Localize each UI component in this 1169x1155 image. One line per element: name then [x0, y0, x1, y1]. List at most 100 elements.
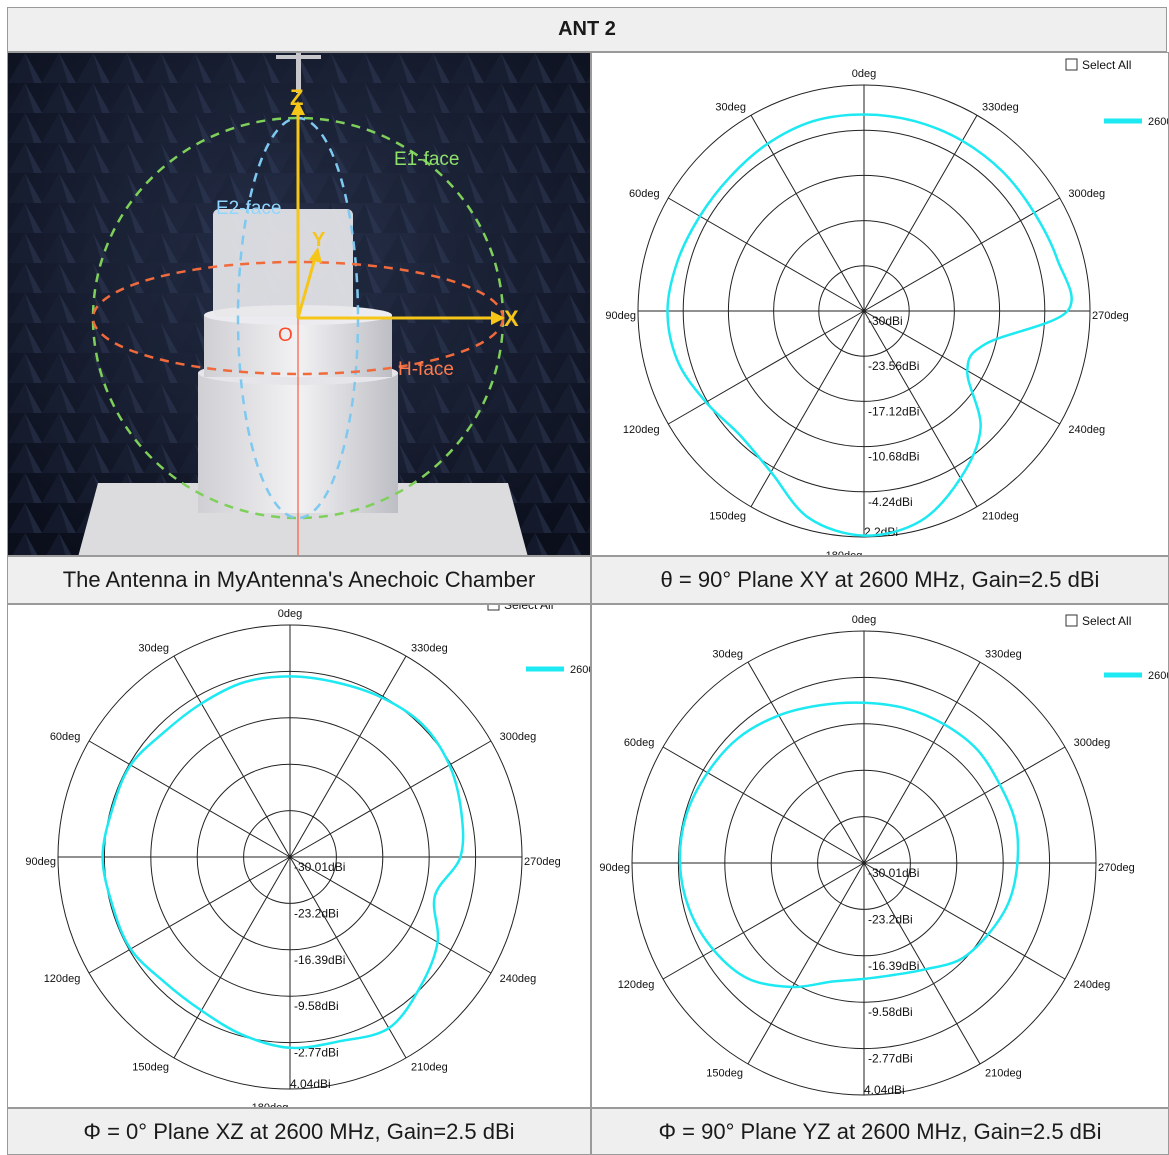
polar-chart-yz: 0deg330deg300deg270deg240deg210deg180deg… [592, 605, 1168, 1107]
angle-tick-label: 0deg [852, 614, 876, 626]
origin-label: O [278, 325, 293, 346]
grid-spoke [173, 655, 291, 858]
angle-tick-label: 180deg [252, 1102, 289, 1108]
ring-tick-label: -30dBi [868, 314, 903, 328]
angle-tick-label: 240deg [500, 973, 537, 985]
angle-tick-label: 120deg [618, 979, 655, 991]
angle-tick-label: 270deg [1098, 862, 1135, 874]
select-all-checkbox[interactable] [1065, 58, 1078, 71]
grid-spoke [747, 661, 865, 864]
chart-background [592, 53, 1168, 555]
series-line-2600 [678, 701, 1020, 989]
angle-tick-label: 120deg [44, 973, 81, 985]
grid-spoke [662, 746, 865, 864]
select-all-checkbox[interactable] [487, 605, 500, 611]
angle-tick-label: 120deg [623, 424, 660, 436]
angle-tick-label: 210deg [411, 1062, 448, 1074]
grid-spoke [289, 856, 407, 1059]
angle-tick-label: 90deg [605, 310, 636, 322]
angle-tick-label: 60deg [629, 188, 660, 200]
yz-caption: Φ = 90° Plane YZ at 2600 MHz, Gain=2.5 d… [591, 1108, 1169, 1155]
ring-tick-label: -2.77dBi [294, 1046, 339, 1060]
grid-spoke [750, 115, 865, 312]
grid-spoke [863, 746, 1066, 864]
grid-spoke [289, 856, 492, 974]
grid-spoke [289, 655, 407, 858]
angle-tick-label: 330deg [982, 102, 1019, 114]
chart-background [8, 605, 590, 1107]
e1-face-label: E1-face [394, 149, 459, 170]
angle-tick-label: 90deg [25, 856, 56, 868]
ring-tick-label: 4.04dBi [290, 1077, 331, 1091]
ring-tick-label: -2.77dBi [868, 1052, 913, 1066]
angle-tick-label: 30deg [138, 642, 169, 654]
mast-bar [276, 55, 321, 59]
angle-tick-label: 0deg [278, 608, 302, 620]
series-line-2600 [101, 675, 465, 1050]
angle-tick-label: 150deg [709, 510, 746, 522]
ring-tick-label: -16.39dBi [868, 959, 919, 973]
y-label: Y [312, 229, 326, 251]
angle-tick-label: 300deg [1074, 737, 1111, 749]
series-line-2600 [666, 113, 1073, 537]
angle-tick-label: 210deg [982, 510, 1019, 522]
polar-chart-xz: 0deg 330deg 300deg 270deg 240deg 210deg 180deg… [8, 605, 591, 1108]
angle-tick-label: 90deg [599, 862, 630, 874]
angle-tick-label: 330deg [985, 648, 1022, 660]
select-all-label[interactable]: Select All [1082, 58, 1131, 72]
grid-spoke [863, 115, 978, 312]
ring-tick-label: -30.01dBi [294, 860, 345, 874]
select-all-checkbox[interactable] [1065, 614, 1078, 627]
angle-tick-label: 60deg [624, 737, 655, 749]
grid-spoke [863, 310, 1060, 425]
select-all-label[interactable]: Select All [1082, 614, 1131, 628]
ring-tick-label: -4.24dBi [868, 495, 913, 509]
antenna-title: ANT 2 [7, 7, 1167, 52]
chart-background [592, 605, 1168, 1107]
grid-spoke [668, 310, 865, 425]
e2-face-label: E2-face [216, 198, 281, 219]
chamber-photo-cell: Z X Y O E1-face E2-face H-face [7, 52, 591, 556]
h-face-label: H-face [398, 359, 454, 380]
grid-spoke [863, 197, 1060, 312]
angle-tick-label: 240deg [1068, 424, 1105, 436]
legend-label: 2600 [570, 664, 591, 676]
ring-tick-label: 4.04dBi [864, 1083, 905, 1097]
angle-tick-label: 300deg [1068, 188, 1105, 200]
angle-tick-label: 180deg [826, 550, 863, 556]
ring-tick-label: -30.01dBi [868, 866, 919, 880]
angle-tick-label: 30deg [715, 102, 746, 114]
grid-spoke [863, 661, 981, 864]
dut-block [213, 209, 353, 317]
z-label: Z [290, 85, 303, 110]
angle-tick-label: 210deg [985, 1068, 1022, 1080]
x-label: X [504, 306, 519, 331]
angle-tick-label: 150deg [706, 1068, 743, 1080]
grid-spoke [863, 310, 978, 507]
grid-spoke [747, 862, 865, 1065]
ring-tick-label: -17.12dBi [868, 404, 919, 418]
angle-tick-label: 270deg [1092, 310, 1129, 322]
polar-chart-xz-cell: 0deg 330deg 300deg 270deg 240deg 210deg 180deg… [7, 604, 591, 1108]
angle-tick-label: 60deg [50, 731, 81, 743]
xz-caption: Φ = 0° Plane XZ at 2600 MHz, Gain=2.5 dB… [7, 1108, 591, 1155]
ring-tick-label: -10.68dBi [868, 450, 919, 464]
chamber-photo: Z X Y O E1-face E2-face H-face [8, 53, 590, 555]
grid-spoke [662, 862, 865, 980]
angle-tick-label: 330deg [411, 642, 448, 654]
polar-chart-yz-cell: 0deg330deg300deg270deg240deg210deg180deg… [591, 604, 1169, 1108]
ring-tick-label: -9.58dBi [294, 999, 339, 1013]
ring-tick-label: -23.2dBi [294, 906, 339, 920]
mast [296, 53, 301, 93]
y-axis-arrow [309, 247, 322, 263]
grid-spoke [863, 862, 981, 1065]
grid-spoke [173, 856, 291, 1059]
ring-tick-label: -16.39dBi [294, 953, 345, 967]
xy-caption: θ = 90° Plane XY at 2600 MHz, Gain=2.5 d… [591, 556, 1169, 604]
grid-spoke [88, 856, 291, 974]
select-all-label[interactable]: Select All [504, 605, 553, 612]
angle-tick-label: 150deg [132, 1062, 169, 1074]
grid-spoke [863, 862, 1066, 980]
ring-tick-label: -23.56dBi [868, 359, 919, 373]
